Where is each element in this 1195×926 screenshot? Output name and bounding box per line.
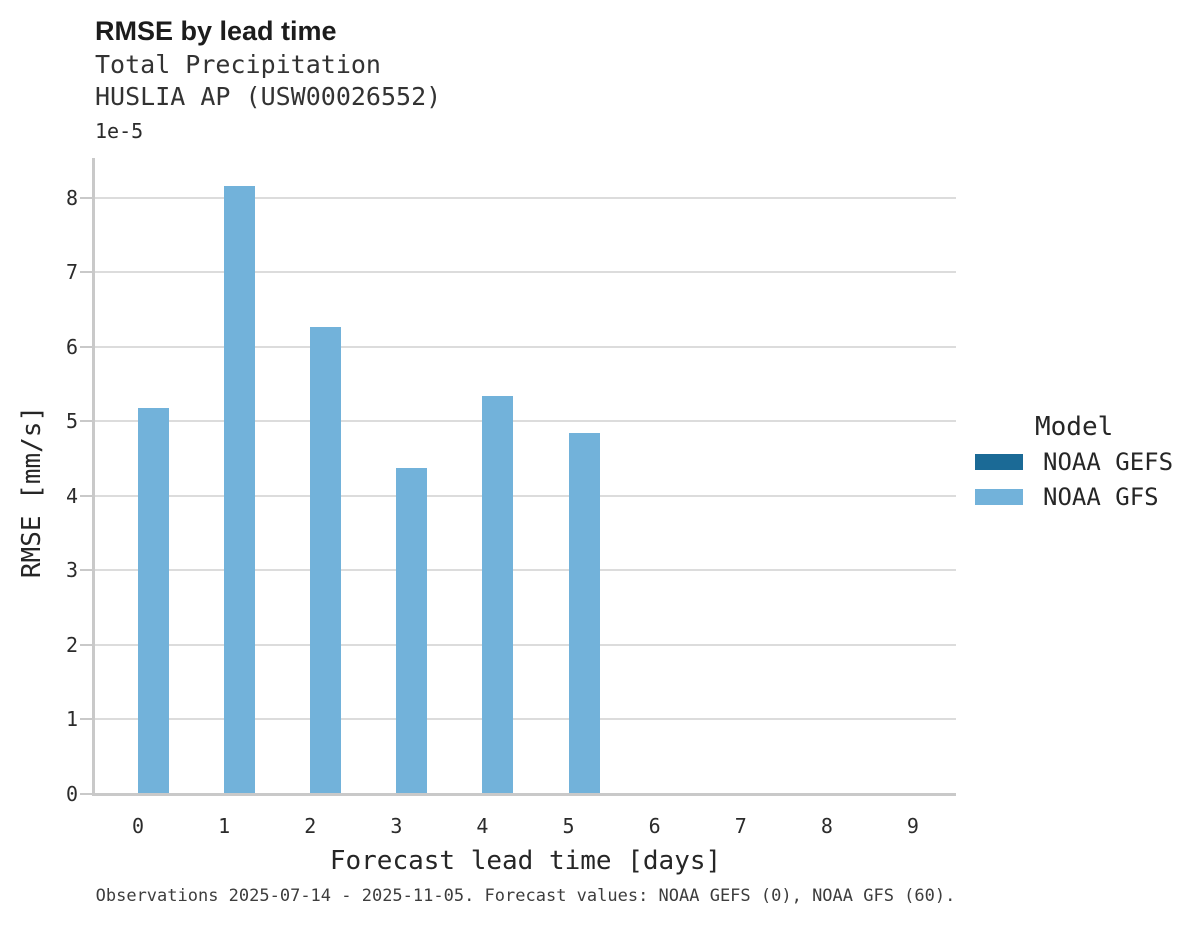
- bar: [482, 396, 514, 793]
- y-tick-mark: [80, 569, 93, 572]
- y-tick-mark: [80, 718, 93, 721]
- gridline: [95, 345, 956, 348]
- gridline: [95, 196, 956, 199]
- legend-item: NOAA GEFS: [975, 444, 1190, 479]
- legend-swatch: [975, 453, 1023, 470]
- y-tick-mark: [80, 793, 93, 795]
- y-tick-label: 0: [65, 782, 78, 806]
- y-tick-label: 4: [65, 483, 78, 508]
- y-axis-spine: [92, 158, 95, 796]
- x-tick-label: 1: [218, 814, 231, 838]
- x-axis-spine: [92, 793, 956, 796]
- y-tick-label: 6: [65, 334, 78, 359]
- gridline: [95, 494, 956, 497]
- y-tick-label: 2: [65, 632, 78, 657]
- chart-title: RMSE by lead time: [95, 16, 337, 46]
- y-tick-label: 8: [65, 185, 78, 210]
- x-tick-label: 5: [562, 814, 575, 838]
- plot-area: [92, 158, 956, 796]
- caption-text: Observations 2025-07-14 - 2025-11-05. Fo…: [95, 886, 956, 906]
- bar: [310, 327, 342, 793]
- y-tick-label: 1: [65, 707, 78, 732]
- y-axis-scale-offset-label: 1e-5: [95, 119, 144, 143]
- bar: [396, 467, 428, 793]
- legend-title: Model: [1035, 412, 1114, 442]
- y-axis-label: RMSE [mm/s]: [17, 405, 47, 579]
- x-tick-label: 3: [390, 814, 403, 838]
- x-tick-label: 6: [648, 814, 661, 838]
- x-tick-label: 0: [132, 814, 145, 838]
- y-tick-mark: [80, 271, 93, 274]
- legend-item-label: NOAA GEFS: [1043, 447, 1174, 476]
- gridline: [95, 643, 956, 646]
- legend-item-label: NOAA GFS: [1043, 482, 1159, 511]
- gridline: [95, 718, 956, 721]
- x-tick-label: 8: [820, 814, 833, 838]
- gridline: [95, 271, 956, 274]
- x-tick-label: 2: [304, 814, 317, 838]
- y-tick-mark: [80, 420, 93, 423]
- y-tick-mark: [80, 345, 93, 348]
- legend-items: NOAA GEFS NOAA GFS: [975, 444, 1190, 514]
- x-axis-label: Forecast lead time [days]: [329, 846, 722, 876]
- y-tick-label: 5: [65, 409, 78, 434]
- bar: [568, 432, 600, 793]
- y-tick-label: 7: [65, 260, 78, 285]
- x-tick-label: 7: [734, 814, 747, 838]
- y-tick-mark: [80, 643, 93, 646]
- x-tick-label: 9: [906, 814, 919, 838]
- legend-item: NOAA GFS: [975, 479, 1190, 514]
- x-tick-label: 4: [476, 814, 489, 838]
- chart-subtitle-station: HUSLIA AP (USW00026552): [95, 82, 442, 111]
- gridline: [95, 420, 956, 423]
- bar: [138, 408, 170, 793]
- y-tick-mark: [80, 494, 93, 497]
- legend-swatch: [975, 488, 1023, 505]
- bar: [224, 186, 256, 793]
- y-tick-mark: [80, 196, 93, 199]
- legend: Model NOAA GEFS NOAA GFS: [975, 412, 1190, 514]
- chart-subtitle-variable: Total Precipitation: [95, 50, 381, 79]
- gridline: [95, 569, 956, 572]
- y-tick-label: 3: [65, 558, 78, 583]
